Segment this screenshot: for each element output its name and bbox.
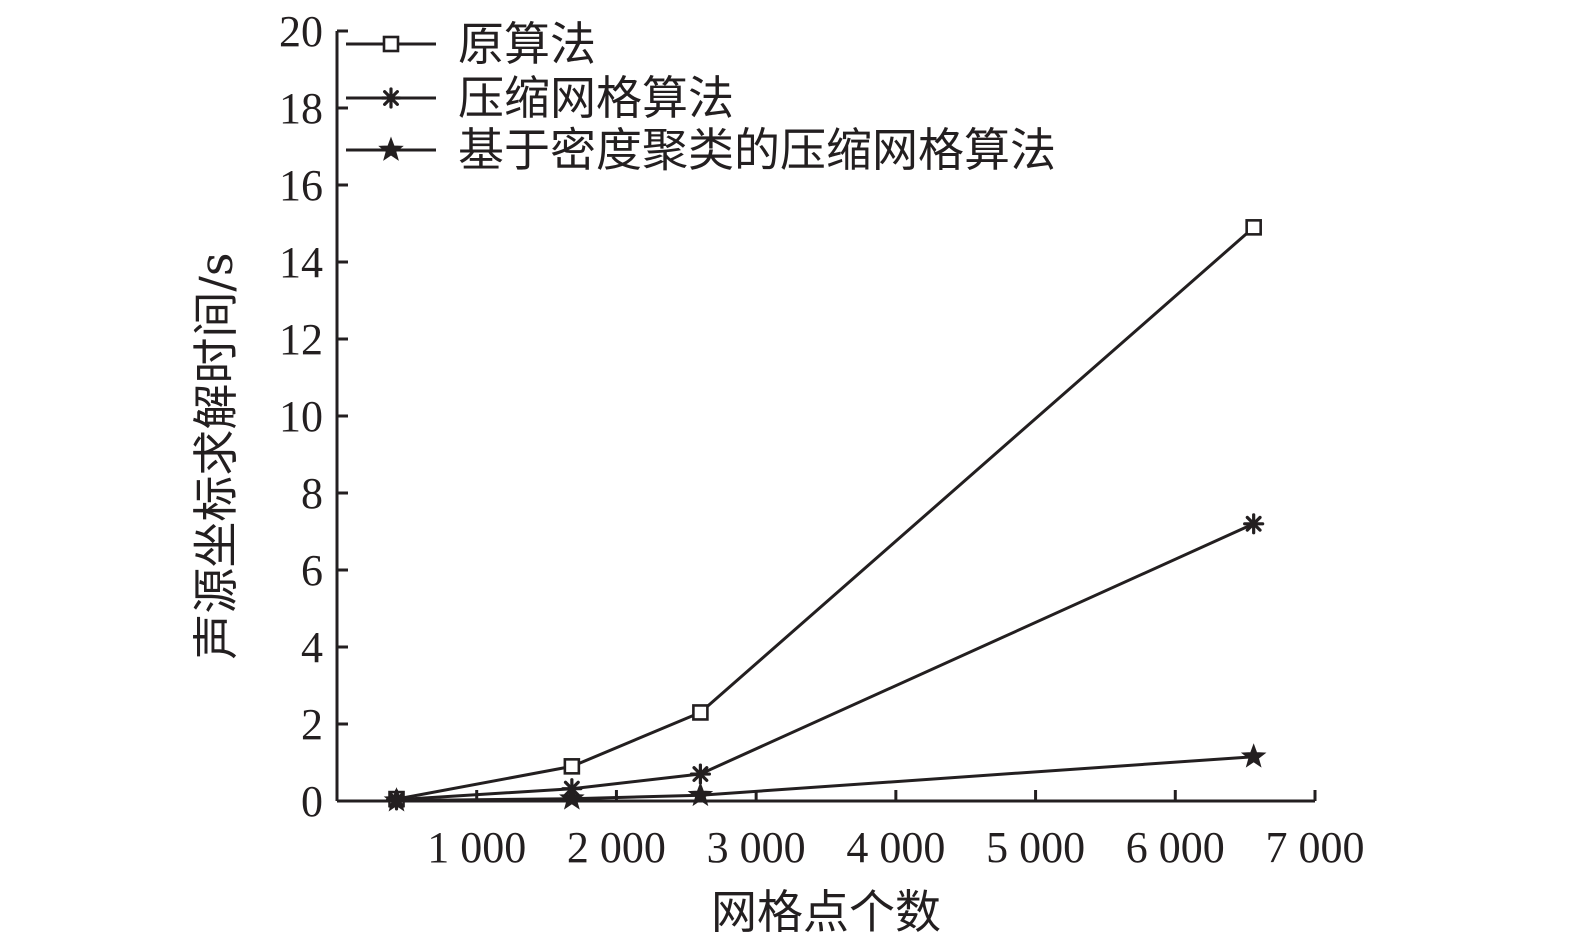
star-marker-shape — [687, 781, 714, 807]
square-marker-shape — [382, 35, 400, 53]
y-tick-label: 8 — [301, 469, 323, 518]
series-3 — [383, 743, 1267, 812]
asterisk-center — [1249, 519, 1258, 528]
x-tick-label: 2 000 — [567, 823, 666, 872]
data-point — [689, 763, 711, 785]
legend-label: 原算法 — [458, 17, 596, 71]
legend-item-2: 压缩网格算法 — [346, 71, 734, 125]
y-tick-label: 6 — [301, 546, 323, 595]
y-tick-label: 10 — [279, 392, 323, 441]
star-marker-shape — [1240, 743, 1267, 768]
legend-marker — [380, 87, 402, 109]
y-tick-label: 18 — [279, 84, 323, 133]
series-line — [396, 755, 1254, 803]
x-axis-label: 网格点个数 — [711, 885, 941, 939]
y-tick-label: 14 — [279, 238, 323, 287]
series-line — [396, 226, 1255, 801]
y-tick-label: 12 — [279, 315, 323, 364]
axes: 0 2 4 6 8 10 12 14 16 18 20 1 000 2 000 3 000 4 000 5 0… — [279, 7, 1365, 872]
x-tick-label: 7 000 — [1266, 823, 1365, 872]
legend-item-1: 原算法 — [346, 17, 596, 71]
data-point — [1240, 743, 1267, 768]
legend-marker — [382, 35, 400, 53]
square-marker-shape — [692, 704, 709, 721]
legend-item-3: 基于密度聚类的压缩网格算法 — [346, 123, 1056, 177]
y-tick-label: 2 — [301, 700, 323, 749]
star-marker-shape — [559, 785, 585, 810]
y-tick-label: 4 — [301, 623, 323, 672]
star-marker-shape — [378, 136, 404, 161]
legend-label: 基于密度聚类的压缩网格算法 — [458, 123, 1056, 177]
square-marker-shape — [563, 758, 581, 775]
data-point — [692, 704, 709, 721]
square-marker-shape — [1245, 219, 1262, 236]
x-tick-label: 5 000 — [986, 823, 1085, 872]
y-axis-label: 声源坐标求解时间/s — [189, 252, 243, 659]
data-point — [687, 781, 714, 807]
y-tick-label: 20 — [279, 7, 323, 56]
x-tick-label: 6 000 — [1126, 823, 1225, 872]
data-point — [1245, 219, 1262, 236]
asterisk-center — [696, 770, 705, 779]
legend-marker — [378, 136, 404, 161]
series-line — [396, 522, 1255, 802]
legend-label: 压缩网格算法 — [458, 71, 734, 125]
series-layer — [383, 219, 1267, 812]
x-tick-label: 4 000 — [846, 823, 945, 872]
x-tick-label: 1 000 — [427, 823, 526, 872]
data-point — [1243, 513, 1265, 535]
data-point — [383, 787, 410, 812]
x-tick-label: 3 000 — [707, 823, 806, 872]
data-point — [559, 785, 585, 810]
data-point — [563, 758, 581, 775]
y-tick-label: 16 — [279, 161, 323, 210]
y-tick-label: 0 — [301, 777, 323, 826]
star-marker-shape — [383, 787, 410, 812]
asterisk-center — [387, 94, 395, 102]
